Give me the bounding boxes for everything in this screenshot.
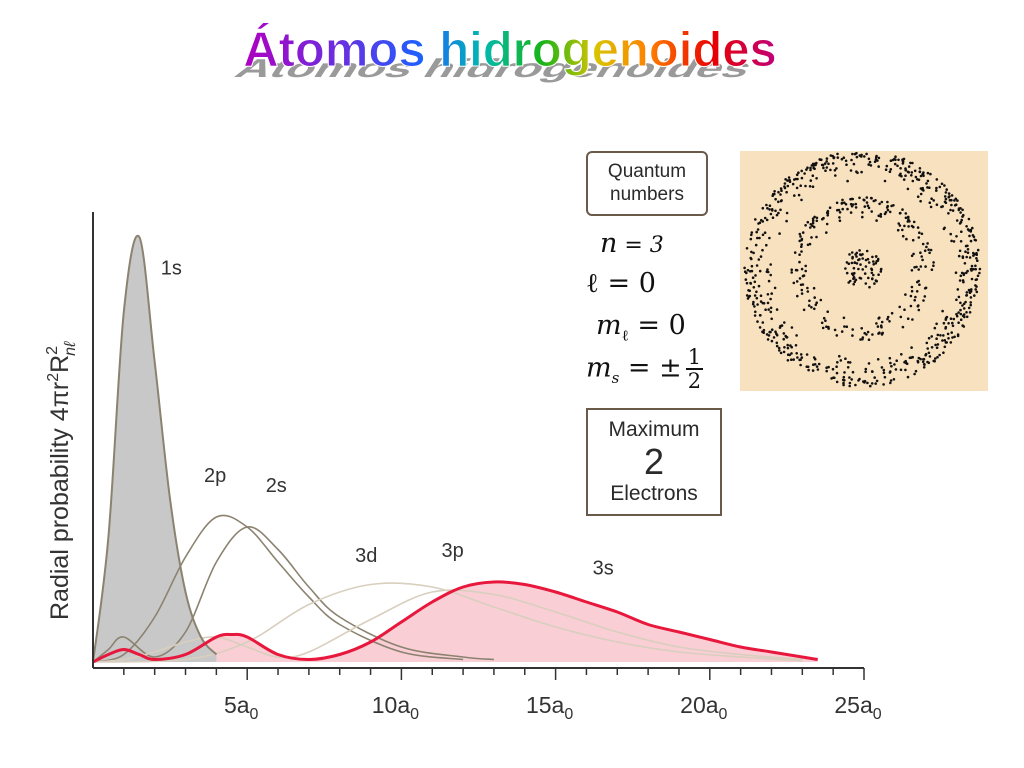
ms-symbol: m (586, 352, 612, 384)
y-axis-label: Radial probability 4πr2R2nℓ (44, 341, 79, 620)
chart-series-labels: 1s 2p 2s 3d 3p 3s (161, 258, 614, 580)
series-label-3s: 3s (593, 558, 614, 580)
l-value: = 0 (598, 268, 656, 299)
chart-ticks: 5a0 10a0 15a0 20a0 25a0 (123, 668, 882, 723)
title-text: Átomos hidrogenoides (243, 23, 777, 77)
chart-areas (93, 235, 818, 663)
ms-value: = ± (619, 352, 682, 384)
l-symbol: ℓ (586, 268, 599, 299)
area-1s (93, 235, 217, 663)
series-label-1s: 1s (161, 258, 182, 280)
quantum-ml: mℓ = 0 (596, 310, 686, 345)
slide-title: Átomos hidrogenoides Átomos hidrogenoide… (229, 23, 777, 83)
series-label-3d: 3d (355, 545, 377, 567)
curve-3s (92, 580, 818, 664)
orbital-3s-dot-density-image (740, 151, 988, 391)
title-shadow: Átomos hidrogenoides (229, 54, 759, 83)
area-3s (93, 581, 818, 662)
quantum-ms: ms = ±1 2 (586, 345, 704, 393)
curve-2p (92, 514, 464, 663)
x-tick-label: 25a0 (834, 692, 881, 723)
quantum-numbers-box: Quantum numbers (586, 151, 708, 216)
quantum-l: ℓ = 0 (586, 268, 656, 299)
y-axis-label-R: R (46, 355, 74, 373)
x-tick-label: 5a0 (224, 692, 259, 723)
y-axis-label-sub: nℓ (62, 341, 79, 356)
n-symbol: n (600, 228, 618, 259)
ml-symbol: m (596, 310, 622, 341)
y-axis-label-main: Radial probability 4πr (46, 382, 74, 620)
series-label-2p: 2p (204, 465, 226, 487)
orbital-dots (743, 151, 982, 388)
ms-denominator: 2 (687, 369, 702, 393)
y-axis-label-sup2: 2 (44, 346, 61, 355)
curve-3p (92, 589, 803, 663)
ml-subscript: ℓ (621, 326, 629, 345)
quantum-box-line2: numbers (610, 184, 684, 205)
curve-1s (92, 234, 218, 663)
series-label-3p: 3p (442, 540, 464, 562)
ms-subscript: s (611, 368, 620, 387)
ms-numerator: 1 (685, 345, 704, 370)
series-label-2s: 2s (266, 475, 287, 497)
x-tick-label: 15a0 (526, 692, 573, 723)
max-box-number: 2 (643, 441, 665, 482)
ml-value: = 0 (628, 310, 686, 341)
max-box-line3: Electrons (610, 482, 698, 505)
quantum-box-line1: Quantum (607, 161, 687, 182)
x-tick-label: 10a0 (372, 692, 419, 723)
x-tick-label: 20a0 (680, 692, 727, 723)
y-axis-label-sup: 2 (45, 373, 62, 382)
chart-axes (92, 212, 864, 669)
n-value: = 3 (617, 233, 664, 258)
maximum-electrons-box: Maximum 2 Electrons (586, 408, 722, 516)
chart-curves (92, 234, 818, 664)
quantum-n: n = 3 (600, 228, 664, 259)
max-box-line1: Maximum (608, 418, 700, 441)
